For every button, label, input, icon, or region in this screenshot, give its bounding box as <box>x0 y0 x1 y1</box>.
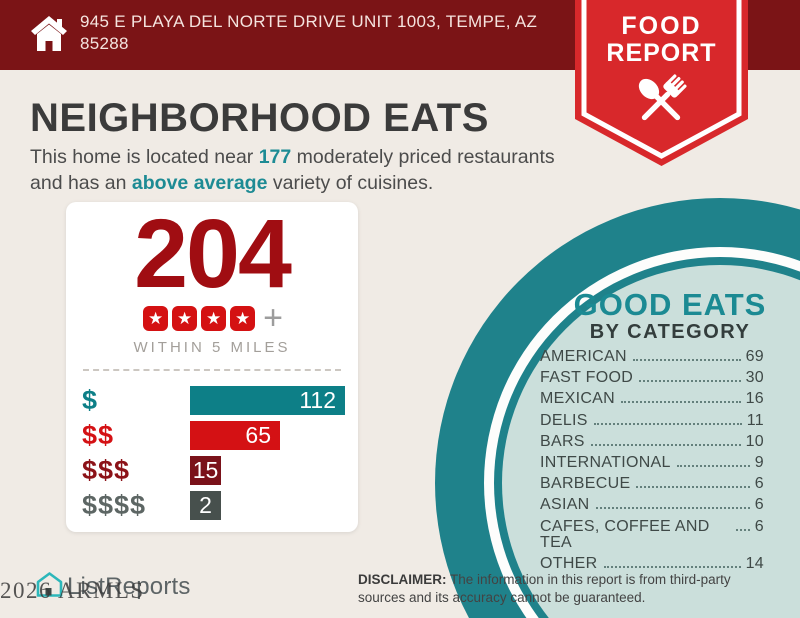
disclaimer: DISCLAIMER: The information in this repo… <box>358 571 776 607</box>
star-icon: ★ <box>230 305 256 331</box>
category-value: 6 <box>754 475 764 493</box>
category-value: 14 <box>745 554 764 572</box>
price-tier-row: $$$$ 2 <box>82 490 358 520</box>
price-tier-label: $$$ <box>82 455 131 485</box>
category-row: OTHER 14 <box>540 554 764 572</box>
page-title: NEIGHBORHOOD EATS <box>30 96 489 140</box>
dotted-leader <box>636 486 750 489</box>
good-eats-title: GOOD EATS <box>573 287 767 322</box>
home-logo-icon <box>36 571 63 603</box>
intro-part1: This home is located near <box>30 146 259 168</box>
price-tier-value: 2 <box>199 492 212 518</box>
category-value: 6 <box>754 496 764 514</box>
category-row: BARBECUE 6 <box>540 476 764 492</box>
category-value: 6 <box>754 517 764 535</box>
star-rating: ★ ★ ★ ★ + <box>66 299 358 337</box>
category-value: 11 <box>746 411 764 429</box>
category-row: FAST FOOD 30 <box>540 370 764 386</box>
dotted-leader <box>595 507 750 510</box>
house-icon <box>30 15 68 60</box>
price-tier-row: $112 <box>82 385 358 415</box>
star-icon: ★ <box>143 305 169 331</box>
category-value: 9 <box>754 453 764 471</box>
category-label: MEXICAN <box>540 390 615 408</box>
star-icon: ★ <box>172 305 198 331</box>
intro-text: This home is located near 177 moderately… <box>30 144 582 196</box>
stats-card: 204 ★ ★ ★ ★ + WITHIN 5 MILES $112 $$ 65 $$$ 15 $$… <box>66 202 358 532</box>
intro-part3: variety of cuisines. <box>267 172 434 194</box>
address-line2: 85288 <box>80 34 129 53</box>
category-label: BARBECUE <box>540 475 631 493</box>
category-row: DELIS 11 <box>540 411 764 429</box>
variety-highlight: above average <box>131 172 268 194</box>
good-eats-subtitle: BY CATEGORY <box>589 321 751 343</box>
dotted-leader <box>603 565 741 568</box>
category-label: INTERNATIONAL <box>540 453 671 471</box>
category-label: CAFES, COFFEE AND TEA <box>540 517 710 551</box>
listreports-logo: ListReports <box>36 571 191 603</box>
category-row: ASIAN 6 <box>540 497 764 513</box>
category-label: DELIS <box>540 411 588 429</box>
dashed-divider <box>83 369 341 371</box>
disclaimer-label: DISCLAIMER: <box>358 572 447 587</box>
price-tier-label: $ <box>82 385 99 415</box>
category-row: BARS 10 <box>540 432 764 450</box>
price-tier-value: 15 <box>192 457 219 483</box>
category-value: 30 <box>745 369 764 387</box>
price-tier-label: $$ <box>82 420 115 450</box>
restaurant-count: 177 <box>258 146 292 168</box>
category-value: 69 <box>745 348 764 365</box>
food-report-ribbon: FOOD REPORT <box>575 0 748 168</box>
price-tier-row: $$$ 15 <box>82 455 358 485</box>
disclaimer-text: The information in this report is from t… <box>358 572 731 605</box>
price-tier-bar: 112 <box>190 386 345 415</box>
property-address: 945 E PLAYA DEL NORTE DRIVE UNIT 1003, T… <box>80 11 537 55</box>
category-label: FAST FOOD <box>540 369 634 387</box>
plus-sign: + <box>263 299 283 337</box>
address-line1: 945 E PLAYA DEL NORTE DRIVE UNIT 1003, T… <box>80 12 538 31</box>
category-value: 16 <box>745 390 764 408</box>
category-value: 10 <box>745 432 764 450</box>
dotted-leader <box>676 464 750 467</box>
price-tier-bar: 2 <box>190 491 221 520</box>
price-tier-row: $$ 65 <box>82 420 358 450</box>
intro-part2: moderately priced restaurants and has an <box>30 146 555 194</box>
dotted-leader <box>590 443 741 446</box>
category-list: AMERICAN 69 FAST FOOD 30 MEXICAN 16 DELIS 11 BAR… <box>540 349 764 577</box>
ribbon-title: FOOD REPORT <box>606 12 717 67</box>
price-tier-value: 112 <box>299 387 336 413</box>
category-label: OTHER <box>540 554 598 572</box>
dotted-leader <box>621 401 741 404</box>
price-tier-bar: 65 <box>190 421 280 450</box>
dotted-leader <box>639 380 741 383</box>
price-tier-value: 65 <box>245 422 271 448</box>
category-row: MEXICAN 16 <box>540 391 764 407</box>
star-icon: ★ <box>201 305 227 331</box>
category-label: BARS <box>540 432 585 450</box>
category-row: CAFES, COFFEE AND TEA 6 <box>540 517 764 551</box>
price-bar-chart: $112 $$ 65 $$$ 15 $$$$ 2 <box>66 385 358 520</box>
dotted-leader <box>735 528 750 531</box>
total-restaurants: 204 <box>134 199 292 308</box>
brand-name: ListReports <box>67 573 191 600</box>
category-label: ASIAN <box>540 496 590 514</box>
dotted-leader <box>593 422 742 425</box>
price-tier-bar: 15 <box>190 456 221 485</box>
radius-subtitle: WITHIN 5 MILES <box>133 339 291 356</box>
dotted-leader <box>632 359 741 361</box>
category-row: AMERICAN 69 <box>540 349 764 365</box>
category-row: INTERNATIONAL 9 <box>540 453 764 471</box>
category-label: AMERICAN <box>540 348 627 365</box>
price-tier-label: $$$$ <box>82 490 147 520</box>
mls-watermark: 2026 ARMLS <box>0 578 145 603</box>
